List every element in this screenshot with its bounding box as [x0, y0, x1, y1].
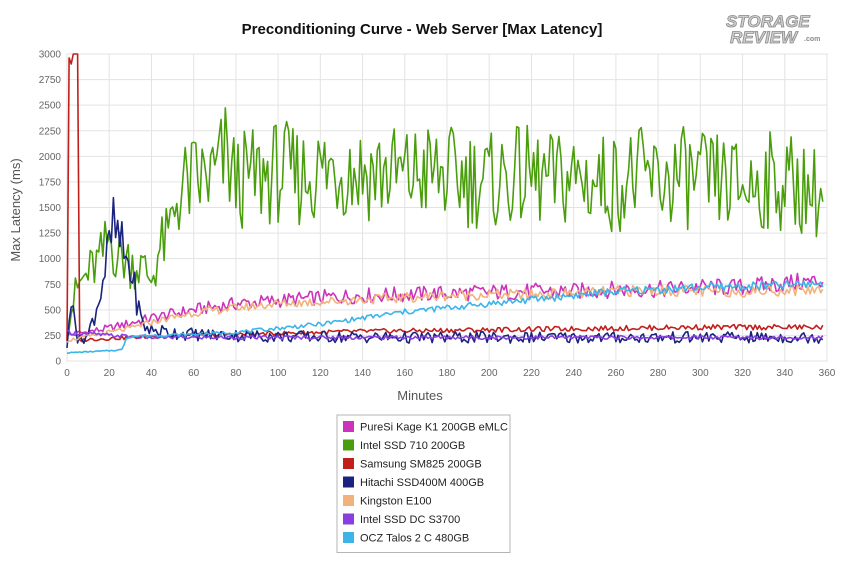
- y-tick-label: 2500: [39, 101, 62, 112]
- grid-lines: [66, 53, 828, 362]
- storage-review-logo: STORAGE REVIEW .com: [726, 12, 821, 48]
- x-axis-ticks: 0 20 40 60 80 100 120 140 160 180 200 220 240 260 280 3…: [64, 368, 836, 379]
- x-tick-label: 100: [270, 368, 287, 379]
- series-line: [66, 272, 824, 338]
- x-tick-label: 60: [188, 368, 200, 379]
- legend-item: PureSi Kage K1 200GB eMLC: [360, 422, 508, 434]
- logo-line-1: STORAGE: [726, 12, 810, 31]
- logo-line-2: REVIEW: [730, 28, 799, 47]
- legend-item: Intel SSD DC S3700: [360, 514, 460, 526]
- x-tick-label: 160: [396, 368, 413, 379]
- y-tick-label: 500: [44, 305, 61, 316]
- x-tick-label: 20: [104, 368, 116, 379]
- legend: PureSi Kage K1 200GB eMLC Intel SSD 710 2…: [336, 414, 511, 553]
- x-tick-label: 280: [650, 368, 667, 379]
- y-axis-ticks: 0 250 500 750 1000 1250 1500 1750 2000 2250 2500 27…: [39, 50, 62, 368]
- x-tick-label: 0: [64, 368, 70, 379]
- x-tick-label: 140: [354, 368, 371, 379]
- y-tick-label: 0: [55, 357, 61, 368]
- series-line: [66, 107, 824, 339]
- x-tick-label: 220: [523, 368, 540, 379]
- y-tick-label: 1000: [39, 254, 62, 265]
- legend-swatch: [343, 439, 354, 451]
- x-axis-label: Minutes: [397, 388, 443, 403]
- y-tick-label: 2250: [39, 126, 62, 137]
- legend-swatch: [343, 476, 354, 488]
- series-line: [66, 284, 824, 343]
- y-tick-label: 1250: [39, 229, 62, 240]
- legend-item: OCZ Talos 2 C 480GB: [360, 533, 469, 545]
- y-tick-label: 750: [44, 280, 61, 291]
- logo-suffix: .com: [804, 36, 820, 43]
- legend-item: Kingston E100: [360, 496, 432, 508]
- x-tick-label: 320: [734, 368, 751, 379]
- series-line: [66, 329, 824, 341]
- legend-swatch: [343, 532, 354, 543]
- x-tick-label: 240: [565, 368, 582, 379]
- y-tick-label: 1750: [39, 177, 62, 188]
- legend-item: Samsung SM825 200GB: [360, 459, 482, 471]
- legend-swatch: [343, 495, 354, 506]
- y-tick-label: 2000: [39, 152, 62, 163]
- x-tick-label: 300: [692, 368, 709, 379]
- y-tick-label: 2750: [39, 75, 62, 86]
- legend-swatch: [343, 458, 354, 469]
- x-tick-label: 200: [481, 368, 498, 379]
- x-tick-label: 340: [776, 368, 793, 379]
- x-tick-label: 260: [608, 368, 625, 379]
- series-lines: [66, 53, 824, 354]
- chart-title: Preconditioning Curve - Web Server [Max …: [242, 21, 603, 38]
- legend-item: Intel SSD 710 200GB: [360, 440, 465, 452]
- y-tick-label: 250: [44, 331, 61, 342]
- legend-swatch: [343, 421, 354, 432]
- legend-item: Hitachi SSD400M 400GB: [360, 477, 484, 489]
- x-tick-label: 80: [230, 368, 242, 379]
- x-tick-label: 180: [439, 368, 456, 379]
- y-tick-label: 1500: [39, 203, 62, 214]
- legend-box: [336, 414, 511, 553]
- x-tick-label: 40: [146, 368, 158, 379]
- x-tick-label: 120: [312, 368, 329, 379]
- y-axis-label: Max Latency (ms): [8, 158, 23, 261]
- x-tick-label: 360: [819, 368, 836, 379]
- series-line: [66, 280, 824, 354]
- y-tick-label: 3000: [39, 50, 62, 61]
- legend-swatch: [343, 513, 354, 525]
